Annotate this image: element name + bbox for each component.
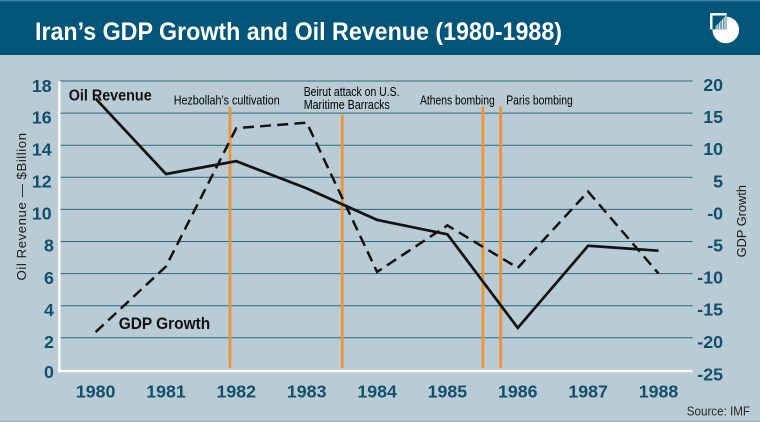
svg-text:-20: -20: [697, 332, 723, 352]
svg-text:10: 10: [32, 204, 52, 224]
svg-text:15: 15: [703, 107, 723, 127]
svg-text:2: 2: [44, 332, 54, 352]
svg-text:1983: 1983: [287, 381, 327, 401]
svg-text:6: 6: [44, 268, 54, 288]
svg-text:10: 10: [703, 139, 723, 159]
svg-text:1982: 1982: [217, 381, 257, 401]
svg-text:-10: -10: [697, 268, 723, 288]
svg-text:Beirut attack on U.S.: Beirut attack on U.S.: [304, 85, 400, 99]
svg-text:18: 18: [32, 76, 52, 96]
svg-text:1986: 1986: [498, 381, 538, 401]
svg-text:Hezbollah’s cultivation: Hezbollah’s cultivation: [174, 94, 280, 108]
svg-text:1981: 1981: [146, 381, 186, 401]
svg-text:1987: 1987: [568, 381, 608, 401]
svg-text:Source: IMF: Source: IMF: [687, 404, 750, 419]
svg-text:1984: 1984: [357, 381, 397, 401]
svg-text:0: 0: [44, 362, 54, 382]
svg-text:8: 8: [44, 236, 54, 256]
svg-text:Oil Revenue: Oil Revenue: [69, 87, 152, 104]
svg-text:Paris bombing: Paris bombing: [506, 93, 573, 107]
svg-text:1988: 1988: [639, 381, 679, 401]
svg-text:-15: -15: [697, 300, 723, 320]
svg-text:14: 14: [32, 139, 52, 159]
svg-text:Maritime Barracks: Maritime Barracks: [304, 98, 390, 112]
svg-text:5: 5: [713, 171, 723, 191]
svg-text:1980: 1980: [76, 381, 116, 401]
svg-text:Iran’s GDP Growth and Oil Reve: Iran’s GDP Growth and Oil Revenue (1980-…: [35, 18, 562, 46]
svg-text:12: 12: [32, 172, 52, 192]
svg-text:GDP Growth: GDP Growth: [734, 185, 749, 257]
svg-text:GDP Growth: GDP Growth: [119, 315, 211, 333]
svg-text:-25: -25: [697, 364, 723, 384]
svg-text:-0: -0: [707, 203, 723, 223]
svg-text:16: 16: [32, 107, 52, 127]
svg-text:Athens bombing: Athens bombing: [420, 94, 495, 108]
svg-text:-5: -5: [707, 236, 723, 256]
svg-text:Oil Revenue — $Billion: Oil Revenue — $Billion: [14, 133, 29, 281]
svg-text:20: 20: [703, 75, 723, 95]
svg-text:4: 4: [44, 300, 54, 320]
svg-text:1985: 1985: [428, 381, 468, 401]
